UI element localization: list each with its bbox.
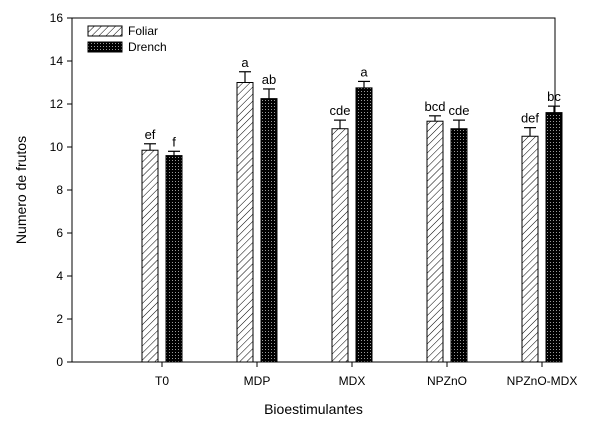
significance-letter: ef (145, 127, 156, 142)
significance-letter: def (521, 111, 539, 126)
x-tick-label: T0 (155, 374, 169, 388)
bar-foliar-mdp (236, 82, 254, 363)
bar-drench-npzno-mdx (545, 112, 563, 363)
bar-drench-t0 (165, 155, 183, 363)
y-tick-label: 4 (56, 269, 63, 283)
y-tick-label: 12 (50, 97, 64, 111)
significance-letter: f (172, 134, 176, 149)
significance-letter: cde (330, 103, 351, 118)
x-tick-label: MDP (244, 374, 271, 388)
significance-letter: cde (449, 103, 470, 118)
x-axis: T0 MDP MDX NPZnO NPZnO-MDX (155, 362, 577, 388)
bar-drench-mdp (260, 98, 278, 363)
y-tick-label: 14 (50, 54, 64, 68)
y-tick-label: 2 (56, 312, 63, 326)
y-tick-label: 0 (56, 355, 63, 369)
bar-foliar-t0 (141, 149, 159, 363)
bar-drench-mdx (355, 87, 373, 363)
bar-foliar-npzno (426, 120, 444, 363)
legend-label-drench: Drench (128, 40, 167, 54)
bar-foliar-mdx (331, 128, 349, 363)
x-tick-label: MDX (339, 374, 366, 388)
legend-swatch-drench (87, 41, 123, 53)
significance-letter: a (360, 64, 368, 79)
bar-foliar-npzno-mdx (521, 135, 539, 363)
legend: Foliar Drench (87, 24, 167, 54)
y-tick-label: 16 (50, 11, 64, 25)
significance-letter: a (241, 55, 249, 70)
significance-letter: bc (547, 89, 561, 104)
y-tick-label: 6 (56, 226, 63, 240)
y-tick-label: 8 (56, 183, 63, 197)
bar-drench-npzno (450, 128, 468, 363)
x-tick-label: NPZnO (427, 374, 467, 388)
legend-swatch-foliar (87, 25, 123, 37)
y-axis: 0 2 4 6 8 10 12 14 16 (50, 11, 72, 369)
legend-label-foliar: Foliar (128, 24, 158, 38)
y-tick-label: 10 (50, 140, 64, 154)
x-tick-label: NPZnO-MDX (507, 374, 578, 388)
significance-letter: ab (262, 72, 276, 87)
y-axis-label: Numero de frutos (13, 136, 29, 244)
significance-letter: bcd (425, 99, 446, 114)
x-axis-label: Bioestimulantes (264, 401, 363, 417)
